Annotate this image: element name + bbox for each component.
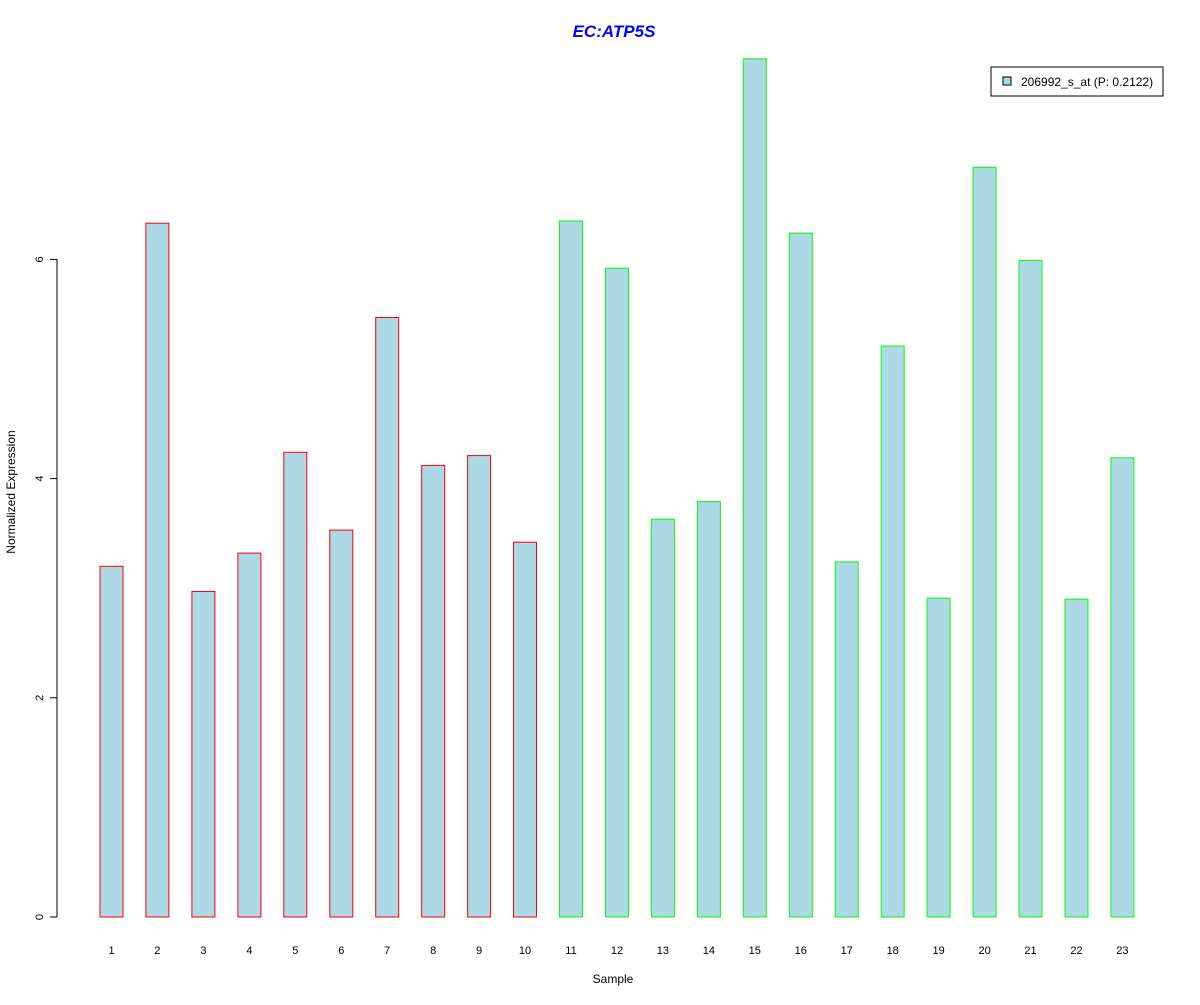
x-tick-label: 21 [1024, 945, 1036, 957]
bar-sample-23 [1110, 457, 1135, 918]
x-tick-label: 10 [519, 945, 531, 957]
bar-sample-3 [191, 591, 216, 918]
bar-sample-8 [421, 464, 446, 918]
legend-label: 206992_s_at (P: 0.2122) [1021, 75, 1153, 89]
bar-sample-5 [283, 451, 308, 918]
bar-sample-19 [926, 597, 951, 918]
bar-sample-6 [329, 529, 354, 918]
x-tick-label: 18 [887, 945, 899, 957]
x-tick-label: 13 [657, 945, 669, 957]
chart-title: EC:ATP5S [573, 22, 656, 41]
x-tick-label: 11 [565, 945, 576, 957]
bar-sample-2 [145, 222, 170, 918]
x-tick-label: 4 [246, 945, 252, 957]
bar-sample-11 [559, 220, 583, 918]
x-tick-label: 17 [841, 945, 853, 957]
y-tick-label: 2 [34, 695, 46, 701]
bar-sample-16 [788, 232, 813, 918]
bar-sample-1 [99, 565, 124, 918]
x-tick-label: 12 [611, 945, 623, 957]
x-tick-label: 1 [108, 945, 114, 957]
bar-sample-13 [650, 518, 675, 918]
x-tick-labels: 1 2 3 4 5 6 7 8 9 10 11 12 13 14 15 16 17 18 19 20 21 22 23 [108, 945, 1128, 957]
y-axis: 0 2 4 6 [34, 256, 58, 920]
x-tick-label: 23 [1116, 945, 1128, 957]
bar-sample-7 [375, 317, 400, 918]
bar-sample-9 [467, 455, 492, 918]
bar-sample-17 [834, 561, 859, 918]
x-tick-label: 9 [476, 945, 482, 957]
bar-sample-10 [513, 541, 537, 918]
y-tick-label: 6 [34, 256, 46, 262]
bar-sample-22 [1064, 598, 1089, 918]
x-tick-label: 15 [749, 945, 761, 957]
x-tick-label: 16 [795, 945, 807, 957]
x-tick-label: 22 [1070, 945, 1082, 957]
bar-sample-12 [605, 267, 629, 918]
x-tick-label: 20 [978, 945, 990, 957]
legend-box [990, 66, 1164, 97]
y-axis-title: Normalized Expression [4, 430, 18, 553]
x-tick-label: 19 [932, 945, 944, 957]
bar-sample-21 [1018, 260, 1043, 918]
bar-group [99, 58, 1135, 918]
x-tick-label: 3 [200, 945, 206, 957]
x-axis-title: Sample [593, 972, 634, 986]
x-tick-label: 8 [430, 945, 436, 957]
legend: 206992_s_at (P: 0.2122) [990, 66, 1164, 97]
bar-sample-15 [742, 58, 767, 918]
bar-sample-4 [237, 552, 262, 918]
x-tick-label: 2 [154, 945, 160, 957]
x-tick-label: 6 [338, 945, 344, 957]
legend-swatch [1002, 76, 1012, 86]
x-tick-label: 5 [292, 945, 298, 957]
bar-sample-14 [696, 501, 721, 918]
y-tick-label: 0 [34, 914, 46, 920]
bar-sample-18 [880, 345, 905, 918]
x-tick-label: 14 [703, 945, 715, 957]
bar-sample-20 [972, 166, 997, 918]
x-tick-label: 7 [384, 945, 390, 957]
y-tick-label: 4 [34, 476, 46, 482]
